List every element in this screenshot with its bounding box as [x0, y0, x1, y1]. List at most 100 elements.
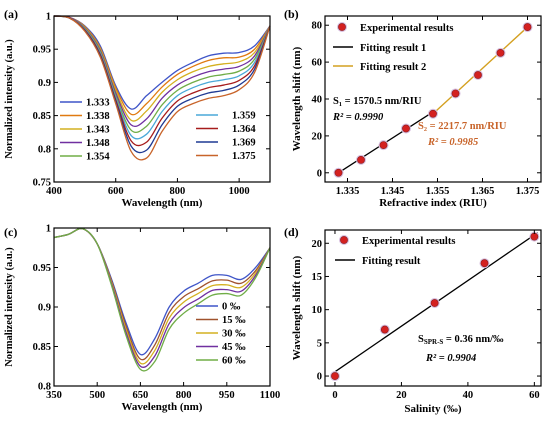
y-tick-label: 20 — [312, 131, 323, 142]
y-tick-label: 0.9 — [38, 78, 51, 89]
legend-label: 1.343 — [86, 125, 110, 136]
x-tick-label: 1.335 — [336, 186, 360, 197]
legend-label: Fitting result — [362, 256, 421, 267]
s1-label: S₁ = 1570.5 nm/RIU — [333, 96, 422, 107]
y-tick-label: 0 — [317, 372, 322, 383]
data-point — [523, 23, 532, 31]
data-point — [334, 168, 343, 177]
data-point — [380, 325, 389, 334]
legend-label: Fitting result 1 — [360, 43, 426, 54]
legend-label: 1.333 — [86, 98, 110, 109]
x-tick-label: 1.355 — [426, 186, 450, 197]
data-point — [496, 48, 505, 57]
y-tick-label: 5 — [317, 338, 322, 349]
x-tick-label: 1100 — [260, 390, 280, 401]
legend-label: 0 ‰ — [222, 302, 241, 313]
y-tick-label: 80 — [312, 21, 323, 32]
r2-label: R² = 0.9985 — [427, 137, 478, 148]
x-tick-label: 800 — [176, 390, 192, 401]
y-tick-label: 20 — [312, 239, 323, 250]
legend-label: Fitting result 2 — [360, 62, 426, 73]
series-line — [53, 15, 271, 161]
y-tick-label: 0 — [317, 168, 322, 179]
fit-line-2 — [432, 26, 528, 115]
y-tick-label: 15 — [312, 272, 323, 283]
r1-label: R² = 0.9990 — [332, 112, 384, 123]
x-tick-label: 350 — [46, 390, 62, 401]
y-tick-label: 0.95 — [33, 45, 51, 56]
data-point — [357, 155, 365, 164]
y-tick-label: 1 — [46, 224, 51, 235]
data-point — [379, 141, 388, 150]
sensitivity-symbol: S — [418, 334, 424, 345]
panel-b-y-axis-label: Wavelength shift (nm) — [291, 46, 303, 151]
legend-label: 60 ‰ — [222, 356, 246, 367]
panel-a: (a) 400 600 800 1000 0.75 0.8 0.85 0.9 0.95 1 1.3… — [4, 7, 271, 209]
panel-b-x-axis-label: Refractive index (RIU) — [379, 197, 487, 209]
legend-marker — [338, 23, 346, 31]
series-line — [53, 15, 271, 110]
x-tick-label: 500 — [89, 390, 105, 401]
x-tick-label: 1.345 — [381, 186, 405, 197]
x-tick-label: 0 — [332, 390, 337, 401]
r-label: R² = 0.9904 — [425, 353, 476, 364]
y-tick-label: 0.8 — [38, 382, 51, 393]
panel-b-label: (b) — [284, 7, 299, 21]
data-point — [402, 124, 410, 133]
legend-label: 1.348 — [86, 138, 110, 149]
legend-label: 15 ‰ — [222, 315, 246, 326]
y-tick-label: 0.8 — [38, 144, 51, 155]
panel-d-label: (d) — [284, 225, 299, 239]
x-tick-label: 20 — [396, 390, 407, 401]
y-tick-label: 1 — [46, 12, 51, 23]
data-point — [474, 71, 482, 79]
x-tick-label: 1000 — [229, 186, 250, 197]
y-tick-label: 0.95 — [33, 263, 51, 274]
panel-a-frame — [53, 15, 271, 183]
panel-d-frame — [324, 229, 542, 387]
x-tick-label: 1.375 — [516, 186, 540, 197]
legend-label: Experimental results — [360, 23, 453, 34]
panel-c-y-axis-label: Normalized intensity (a.u.) — [4, 247, 15, 367]
panel-c: (c) 350 500 650 800 950 1100 0.8 0.85 0.9 0.95 1 0… — [4, 224, 280, 414]
legend-label: 45 ‰ — [222, 342, 246, 353]
y-tick-label: 40 — [312, 95, 323, 106]
legend-label: 1.375 — [232, 151, 256, 162]
x-tick-label: 60 — [529, 390, 540, 401]
data-point — [429, 109, 437, 118]
x-tick-label: 600 — [108, 186, 124, 197]
legend-label: 30 ‰ — [222, 329, 246, 340]
sensitivity-label: SSPR-S = 0.36 nm/‰ — [418, 334, 504, 346]
legend-label: 1.354 — [86, 152, 110, 163]
panel-b: (b) 1.335 1.345 1.355 1.365 1.375 0 20 40 60 80 E… — [284, 7, 542, 209]
x-tick-label: 650 — [133, 390, 149, 401]
legend-label: 1.369 — [232, 138, 256, 149]
x-tick-label: 800 — [170, 186, 186, 197]
x-tick-label: 1.365 — [471, 186, 495, 197]
panel-c-label: (c) — [4, 225, 17, 239]
panel-d-y-axis-label: Wavelength shift (nm) — [291, 255, 303, 360]
panel-a-label: (a) — [4, 7, 18, 21]
legend-label: 1.359 — [232, 111, 256, 122]
data-point — [430, 299, 439, 307]
panel-d: (d) 0 20 40 60 0 5 10 15 20 Experimental results… — [284, 225, 542, 415]
legend-label: 1.338 — [86, 111, 110, 122]
s2-label: S₂ = 2217.7 nm/RIU — [418, 121, 507, 132]
panel-c-x-axis-label: Wavelength (nm) — [122, 401, 203, 413]
y-tick-label: 0.9 — [38, 303, 51, 314]
y-tick-label: 0.75 — [33, 178, 51, 189]
legend-label: 1.364 — [232, 124, 256, 135]
panel-a-y-axis-label: Normalized intensity (a.u.) — [4, 39, 15, 159]
sensitivity-value: = 0.36 nm/‰ — [443, 334, 504, 345]
data-point — [480, 259, 489, 268]
y-tick-label: 0.85 — [33, 111, 51, 122]
panel-a-x-axis-label: Wavelength (nm) — [122, 197, 203, 209]
legend-marker — [340, 236, 348, 244]
data-point — [451, 89, 460, 98]
series-line — [53, 227, 271, 372]
sensitivity-subscript: SPR-S — [424, 338, 444, 346]
y-tick-label: 0.85 — [33, 342, 51, 353]
y-tick-label: 60 — [312, 58, 323, 69]
data-point — [530, 232, 539, 241]
